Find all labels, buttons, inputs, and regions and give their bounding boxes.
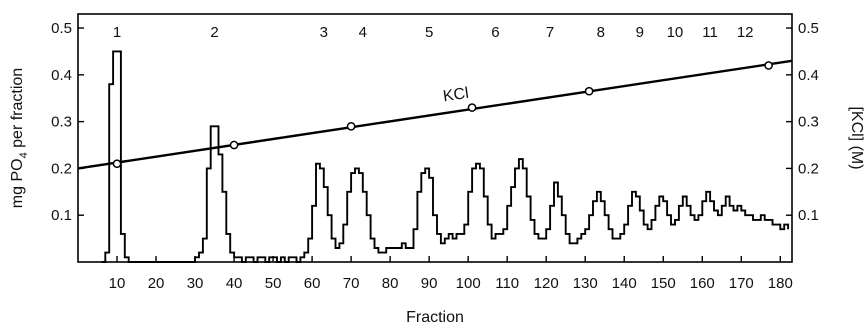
x-tick-label: 90 — [421, 275, 438, 292]
peak-label: 4 — [359, 24, 367, 41]
x-tick-label: 180 — [768, 275, 793, 292]
x-tick-label: 130 — [573, 275, 598, 292]
y-right-tick-label: 0.2 — [798, 160, 819, 177]
x-tick-label: 160 — [690, 275, 715, 292]
x-tick-labels: 10 20 30 40 50 60 70 80 90 100 110 120 130 140 150 160 1… — [109, 275, 793, 292]
peak-label: 5 — [425, 24, 433, 41]
x-tick-label: 60 — [304, 275, 321, 292]
po4-series-line — [101, 50, 790, 263]
y-axis-title-right: [KCl] (M) — [848, 106, 864, 169]
y-left-tick-labels: 0.1 0.2 0.3 0.4 0.5 — [51, 20, 72, 224]
y-axis-title-left-main: mg PO — [9, 158, 26, 208]
y-right-tick-label: 0.3 — [798, 114, 819, 131]
kcl-marker — [584, 86, 594, 96]
x-tick-label: 120 — [534, 275, 559, 292]
peak-label: 2 — [210, 24, 218, 41]
peak-label: 9 — [636, 24, 644, 41]
plot-frame — [77, 13, 793, 263]
x-tick-label: 140 — [612, 275, 637, 292]
peak-label: 7 — [546, 24, 554, 41]
y-left-tick-label: 0.4 — [51, 67, 72, 84]
kcl-marker — [229, 140, 239, 150]
y-axis-title-left-rest: per fraction — [9, 68, 26, 152]
axis-ticks — [78, 27, 792, 262]
kcl-marker — [467, 103, 477, 112]
kcl-markers — [112, 61, 773, 169]
y-axis-title-left-sub: 4 — [18, 152, 30, 158]
peak-label: 3 — [320, 24, 328, 41]
y-right-tick-label: 0.4 — [798, 67, 819, 84]
x-tick-label: 80 — [382, 275, 399, 292]
kcl-label: KCl — [442, 85, 470, 105]
x-tick-label: 40 — [226, 275, 243, 292]
x-tick-label: 30 — [187, 275, 204, 292]
x-tick-label: 20 — [148, 275, 165, 292]
peak-label: 11 — [702, 24, 718, 41]
peak-label: 6 — [491, 24, 499, 41]
x-tick-label: 50 — [265, 275, 282, 292]
kcl-marker — [112, 159, 122, 169]
x-tick-label: 170 — [729, 275, 754, 292]
y-right-tick-label: 0.1 — [798, 207, 819, 224]
kcl-marker — [346, 121, 356, 131]
x-axis-title: Fraction — [406, 309, 464, 326]
y-left-tick-label: 0.2 — [51, 160, 72, 177]
y-left-tick-label: 0.5 — [51, 20, 72, 37]
y-right-tick-labels: 0.1 0.2 0.3 0.4 0.5 — [798, 20, 819, 224]
y-left-tick-label: 0.1 — [51, 207, 72, 224]
x-tick-label: 100 — [456, 275, 481, 292]
y-axis-title-left: mg PO4 per fraction — [9, 68, 30, 208]
x-tick-label: 150 — [651, 275, 676, 292]
peak-label: 1 — [113, 24, 121, 41]
y-right-tick-label: 0.5 — [798, 20, 819, 37]
x-tick-label: 70 — [343, 275, 360, 292]
peak-labels: 1 2 3 4 5 6 7 8 9 10 11 12 — [113, 24, 754, 41]
x-tick-label: 110 — [495, 275, 519, 292]
x-tick-label: 10 — [109, 275, 126, 292]
kcl-series-line — [77, 59, 793, 170]
peak-label: 8 — [597, 24, 605, 41]
y-left-tick-label: 0.3 — [51, 114, 72, 131]
peak-label: 10 — [667, 24, 684, 41]
kcl-marker — [764, 61, 773, 70]
peak-label: 12 — [737, 24, 754, 41]
